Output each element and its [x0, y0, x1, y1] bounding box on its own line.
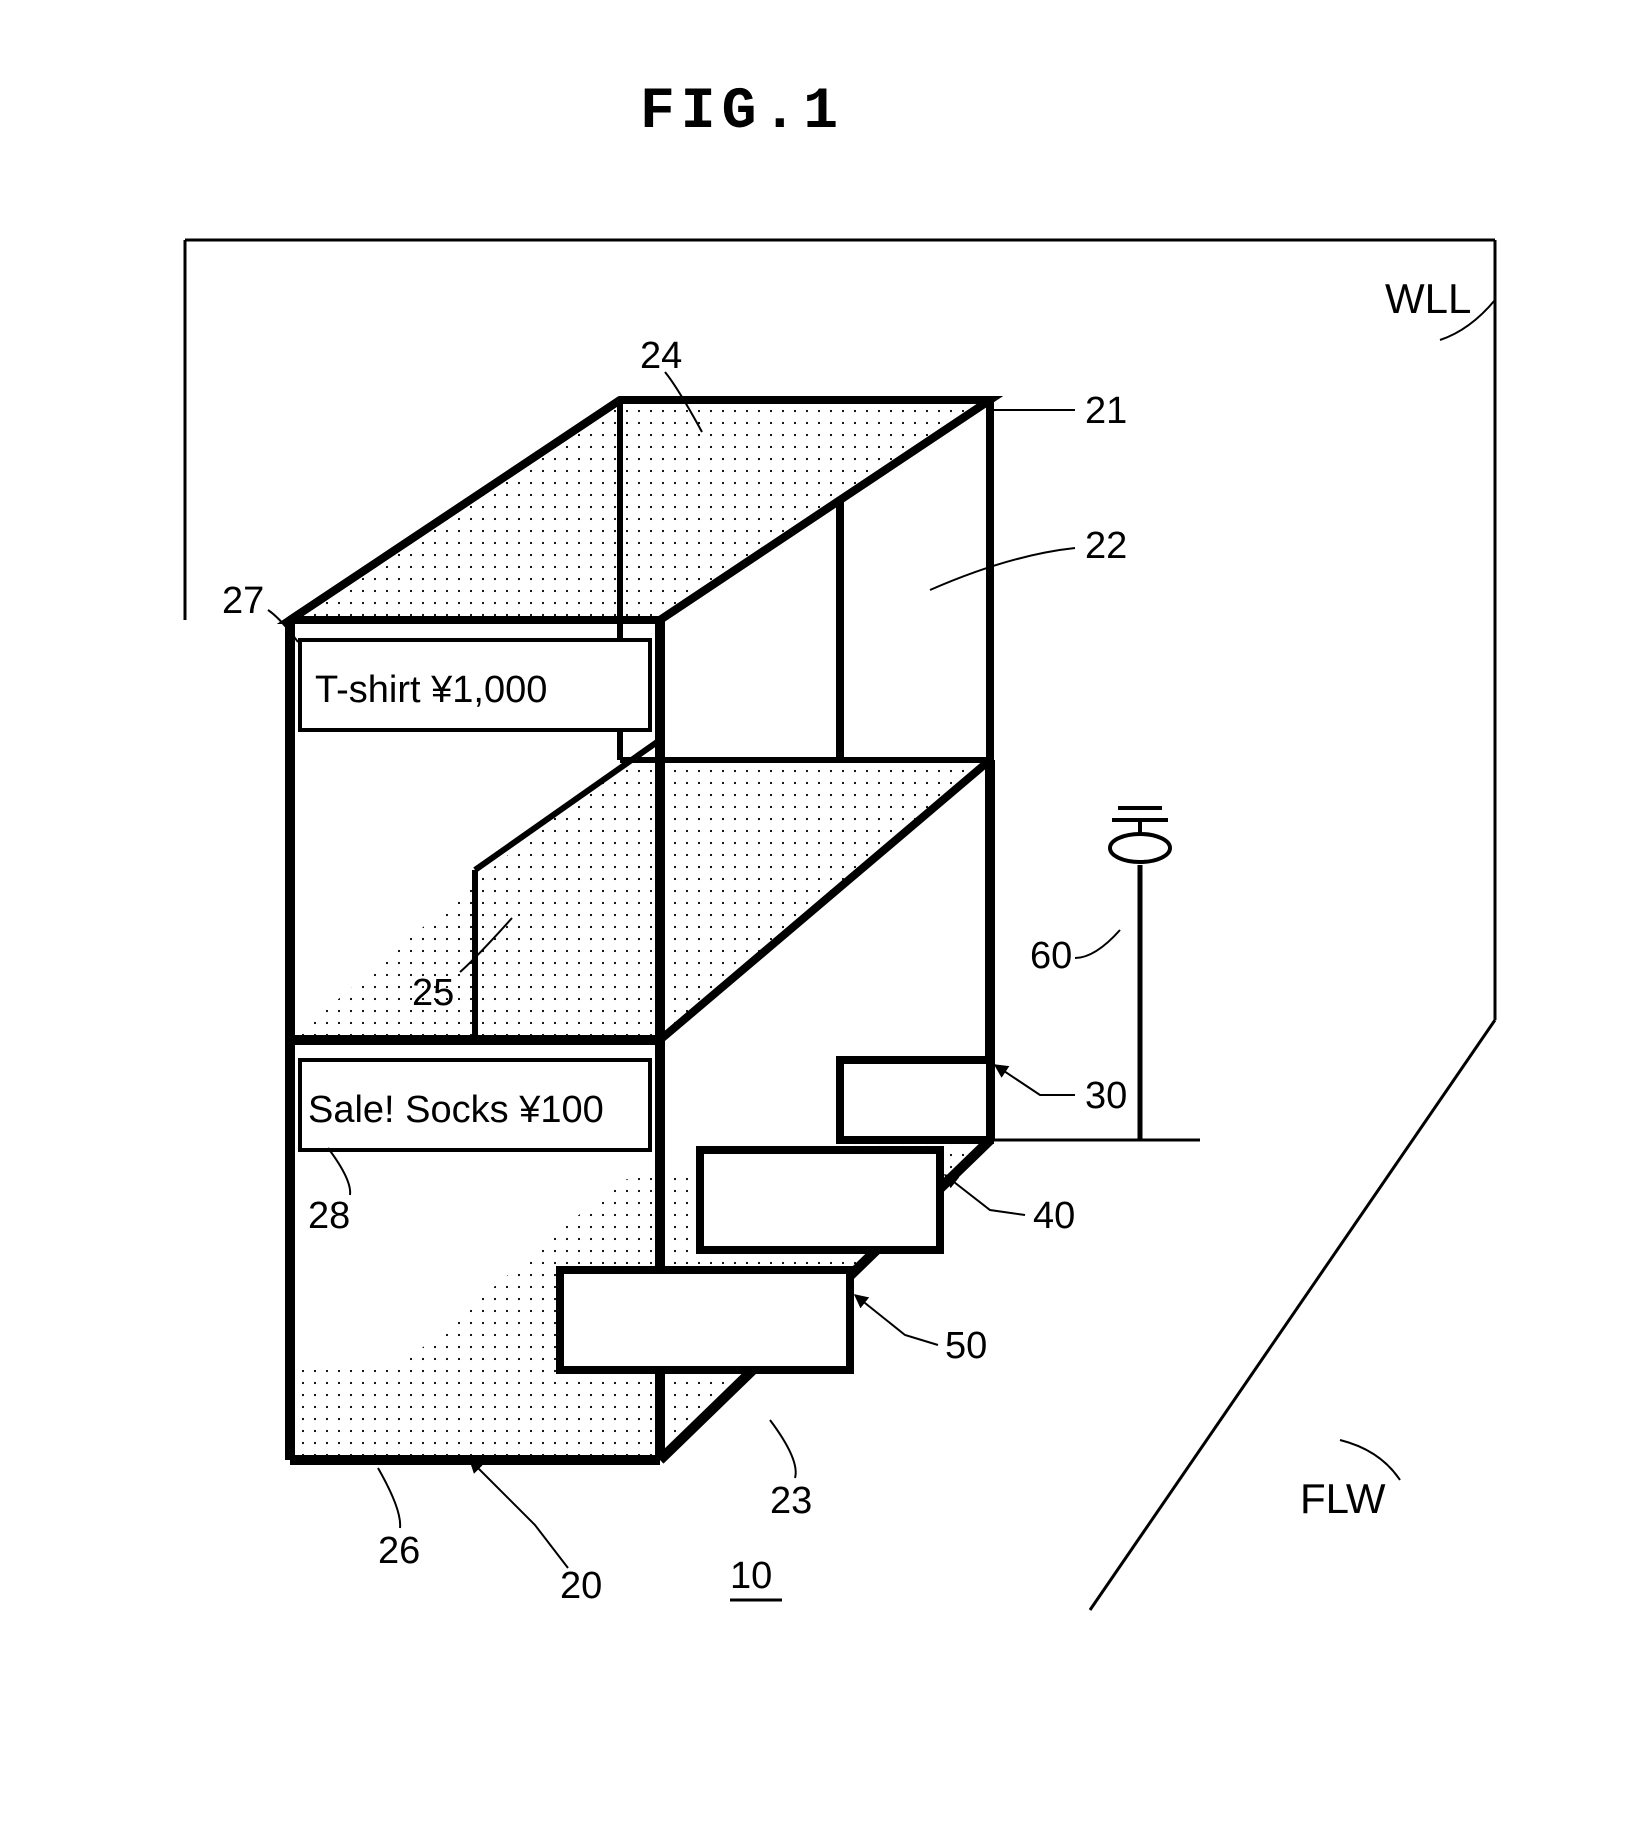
- ref-30: 30: [1085, 1075, 1127, 1118]
- ref-23: 23: [770, 1480, 812, 1523]
- price-tag-upper: T-shirt ¥1,000: [300, 640, 650, 730]
- ref-WLL: WLL: [1385, 275, 1471, 323]
- ref-25: 25: [412, 972, 454, 1015]
- ref-26: 26: [378, 1530, 420, 1573]
- shelf-unit: T-shirt ¥1,000 Sale! Socks ¥100: [290, 400, 990, 1460]
- ref-40: 40: [1033, 1195, 1075, 1238]
- ref-24: 24: [640, 335, 682, 378]
- ref-60: 60: [1030, 935, 1072, 978]
- ref-21: 21: [1085, 390, 1127, 433]
- ref-FLW: FLW: [1300, 1475, 1386, 1523]
- ref-50: 50: [945, 1325, 987, 1368]
- step-box-50: [560, 1270, 850, 1370]
- ref-10: 10: [730, 1555, 772, 1598]
- ref-22: 22: [1085, 525, 1127, 568]
- step-box-30: [840, 1060, 990, 1140]
- ref-20: 20: [560, 1565, 602, 1608]
- price-tag-lower: Sale! Socks ¥100: [300, 1060, 650, 1150]
- figure-page: FIG.1: [0, 0, 1627, 1824]
- price-tag-lower-text: Sale! Socks ¥100: [308, 1089, 604, 1131]
- diagram-svg: T-shirt ¥1,000 Sale! Socks ¥100: [0, 0, 1627, 1824]
- shelf-top-surface: [290, 400, 990, 620]
- ref-28: 28: [308, 1195, 350, 1238]
- shelf-middle-surface: [290, 760, 990, 1040]
- ref-27: 27: [222, 580, 264, 623]
- price-tag-upper-text: T-shirt ¥1,000: [315, 669, 547, 711]
